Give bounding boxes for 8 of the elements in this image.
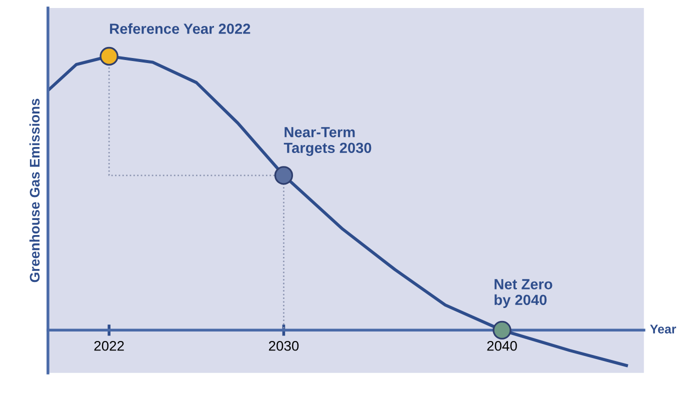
annotation: Net Zero by 2040 xyxy=(494,279,552,308)
x-axis-title: Year xyxy=(650,324,676,334)
x-tick-label: 2040 xyxy=(487,340,517,351)
annotation: Reference Year 2022 xyxy=(110,23,250,34)
x-tick-label: 2022 xyxy=(94,340,124,351)
annotation: Near-Term Targets 2030 xyxy=(284,127,372,156)
y-axis-title: Greenhouse Gas Emissions xyxy=(29,98,40,282)
x-tick-label: 2030 xyxy=(268,340,299,351)
